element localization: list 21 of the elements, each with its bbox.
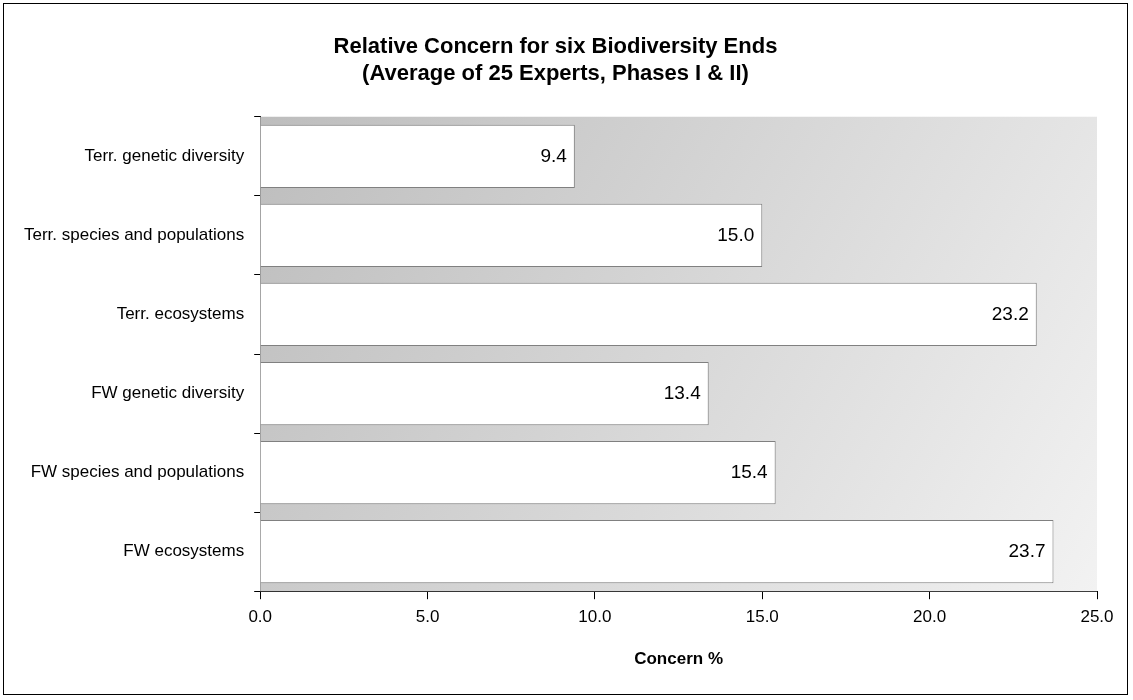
x-tick-label: 5.0 bbox=[415, 607, 440, 627]
y-tick-label: FW species and populations bbox=[30, 462, 245, 482]
x-tick-label: 25.0 bbox=[1080, 607, 1114, 627]
data-label: 15.0 bbox=[717, 223, 755, 245]
data-label: 13.4 bbox=[663, 381, 702, 403]
chart-title: Relative Concern for six Biodiversity Ends bbox=[333, 33, 778, 59]
y-tick-label: FW ecosystems bbox=[123, 541, 245, 561]
y-tick-label: FW genetic diversity bbox=[91, 383, 245, 403]
x-tick-label: 15.0 bbox=[745, 607, 779, 627]
x-tick-label: 10.0 bbox=[578, 607, 612, 627]
data-label: 9.4 bbox=[540, 144, 568, 166]
x-tick-label: 20.0 bbox=[913, 607, 947, 627]
data-label: 23.2 bbox=[991, 302, 1029, 324]
chart-subtitle: (Average of 25 Experts, Phases I & II) bbox=[362, 59, 749, 85]
y-tick-label: Terr. species and populations bbox=[23, 225, 245, 245]
data-label: 15.4 bbox=[730, 460, 769, 482]
x-tick-label: 0.0 bbox=[248, 607, 273, 627]
y-tick-label: Terr. genetic diversity bbox=[84, 146, 245, 166]
x-axis-title: Concern % bbox=[634, 649, 723, 669]
data-label: 23.7 bbox=[1008, 539, 1046, 561]
y-tick-label: Terr. ecosystems bbox=[116, 304, 245, 324]
